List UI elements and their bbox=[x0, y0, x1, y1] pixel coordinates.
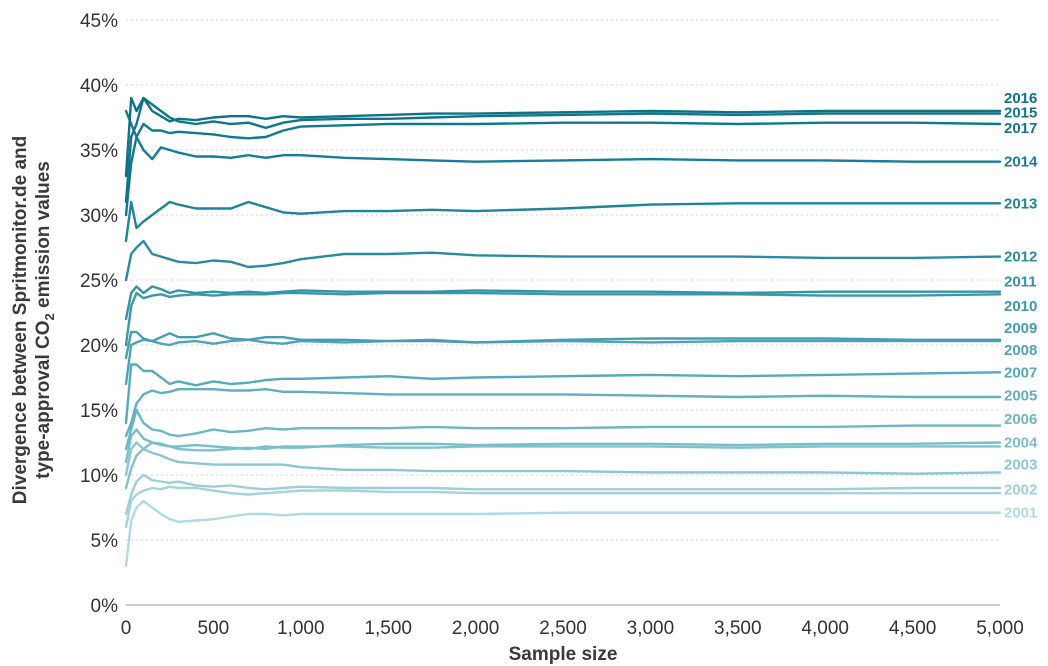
series-label-2012: 2012 bbox=[1004, 249, 1037, 266]
series-label-2008: 2008 bbox=[1004, 342, 1037, 359]
series-line-2003 bbox=[124, 441, 1002, 477]
series-label-2013: 2013 bbox=[1004, 195, 1037, 212]
y-axis-title: Divergence between Spritmonitor.de and t… bbox=[10, 136, 57, 504]
series-label-2007: 2007 bbox=[1004, 364, 1037, 381]
x-tick-label: 0 bbox=[121, 618, 132, 639]
series-label-2011: 2011 bbox=[1004, 273, 1037, 290]
series-label-2002: 2002 bbox=[1004, 481, 1037, 498]
y-tick-label: 15% bbox=[80, 401, 118, 422]
x-tick-label: 2,000 bbox=[452, 618, 500, 639]
y-axis-title-line2: type-approval CO2 emission values bbox=[33, 161, 57, 479]
series-lines bbox=[124, 96, 1002, 568]
x-tick-label: 500 bbox=[198, 618, 230, 639]
x-tick-label: 1,500 bbox=[364, 618, 412, 639]
series-line-2005 bbox=[124, 388, 1002, 438]
x-tick-label: 3,500 bbox=[714, 618, 762, 639]
series-line-2013 bbox=[124, 200, 1002, 243]
series-line-2001 bbox=[124, 499, 1002, 568]
y-tick-label: 35% bbox=[80, 141, 118, 162]
series-line-2012 bbox=[124, 239, 1002, 282]
series-line-2011 bbox=[124, 285, 1002, 321]
y-axis-title-subscript: 2 bbox=[42, 313, 57, 320]
series-label-2017: 2017 bbox=[1004, 120, 1037, 137]
series-line-2007 bbox=[124, 363, 1002, 425]
series-label-2004: 2004 bbox=[1004, 435, 1038, 452]
x-tick-labels: 0 500 1,000 1,500 2,000 2,500 3,000 3,500 4,000 4… bbox=[121, 618, 1024, 639]
series-line-2002b bbox=[124, 485, 1002, 529]
y-axis-title-prefix: type-approval CO bbox=[33, 320, 54, 478]
series-label-2005: 2005 bbox=[1004, 388, 1037, 405]
x-tick-label: 3,000 bbox=[627, 618, 675, 639]
series-label-2009: 2009 bbox=[1004, 320, 1037, 337]
x-tick-label: 4,000 bbox=[801, 618, 849, 639]
y-axis-title-suffix: emission values bbox=[33, 161, 54, 313]
series-line-2004 bbox=[124, 428, 1002, 464]
grid bbox=[126, 19, 1000, 541]
series-label-2015: 2015 bbox=[1004, 104, 1037, 121]
y-tick-label: 45% bbox=[80, 11, 118, 32]
series-label-2003: 2003 bbox=[1004, 457, 1037, 474]
series-line-2010 bbox=[124, 291, 1002, 347]
series-label-2010: 2010 bbox=[1004, 298, 1037, 315]
series-line-2002 bbox=[124, 473, 1002, 516]
series-label-2006: 2006 bbox=[1004, 411, 1037, 428]
x-axis-title: Sample size bbox=[509, 644, 618, 665]
x-tick-label: 1,000 bbox=[277, 618, 325, 639]
y-tick-label: 20% bbox=[80, 336, 118, 357]
series-line-2006 bbox=[124, 408, 1002, 451]
y-tick-label: 25% bbox=[80, 271, 118, 292]
x-tick-label: 2,500 bbox=[539, 618, 587, 639]
x-tick-label: 5,000 bbox=[976, 618, 1024, 639]
y-tick-label: 5% bbox=[91, 531, 119, 552]
series-line-2017 bbox=[124, 121, 1002, 217]
series-line-2014 bbox=[124, 109, 1002, 163]
y-tick-labels: 0% 5% 10% 15% 20% 25% 30% 35% 40% 45% bbox=[80, 11, 118, 617]
series-line-2009 bbox=[124, 330, 1002, 360]
series-line-2016 bbox=[124, 96, 1002, 178]
y-tick-label: 0% bbox=[91, 596, 119, 617]
y-axis-title-line1: Divergence between Spritmonitor.de and bbox=[10, 136, 31, 504]
series-label-2001: 2001 bbox=[1004, 505, 1037, 522]
y-tick-label: 40% bbox=[80, 76, 118, 97]
y-tick-label: 30% bbox=[80, 206, 118, 227]
series-label-2014: 2014 bbox=[1004, 154, 1038, 171]
series-label-2016: 2016 bbox=[1004, 90, 1037, 107]
series-line-2015 bbox=[124, 96, 1002, 204]
x-tick-label: 4,500 bbox=[889, 618, 937, 639]
y-tick-label: 10% bbox=[80, 466, 118, 487]
